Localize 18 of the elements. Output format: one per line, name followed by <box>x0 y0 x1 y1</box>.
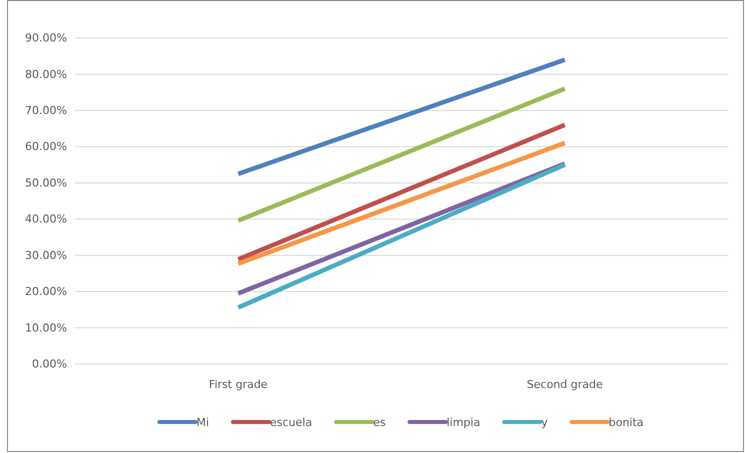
y-tick-label: 60.00% <box>25 140 67 154</box>
x-tick-label: First grade <box>208 378 268 391</box>
legend-label: limpia <box>446 416 480 429</box>
y-tick-label: 20.00% <box>25 285 67 298</box>
legend-label: escuela <box>270 416 312 429</box>
y-tick-label: 0.00% <box>32 358 67 371</box>
y-tick-label: 10.00% <box>25 321 67 334</box>
legend-label: Mi <box>196 416 210 429</box>
y-tick-label: 30.00% <box>25 248 67 262</box>
legend-label: bonita <box>608 416 644 429</box>
x-tick-label: Second grade <box>526 378 603 391</box>
y-tick-label: 50.00% <box>25 176 67 190</box>
y-tick-label: 90.00% <box>25 32 67 45</box>
legend-label: es <box>373 416 386 429</box>
legend-label: y <box>541 416 548 429</box>
y-tick-label: 80.00% <box>25 68 67 81</box>
y-tick-label: 70.00% <box>25 104 67 117</box>
y-tick-label: 40.00% <box>25 212 67 226</box>
